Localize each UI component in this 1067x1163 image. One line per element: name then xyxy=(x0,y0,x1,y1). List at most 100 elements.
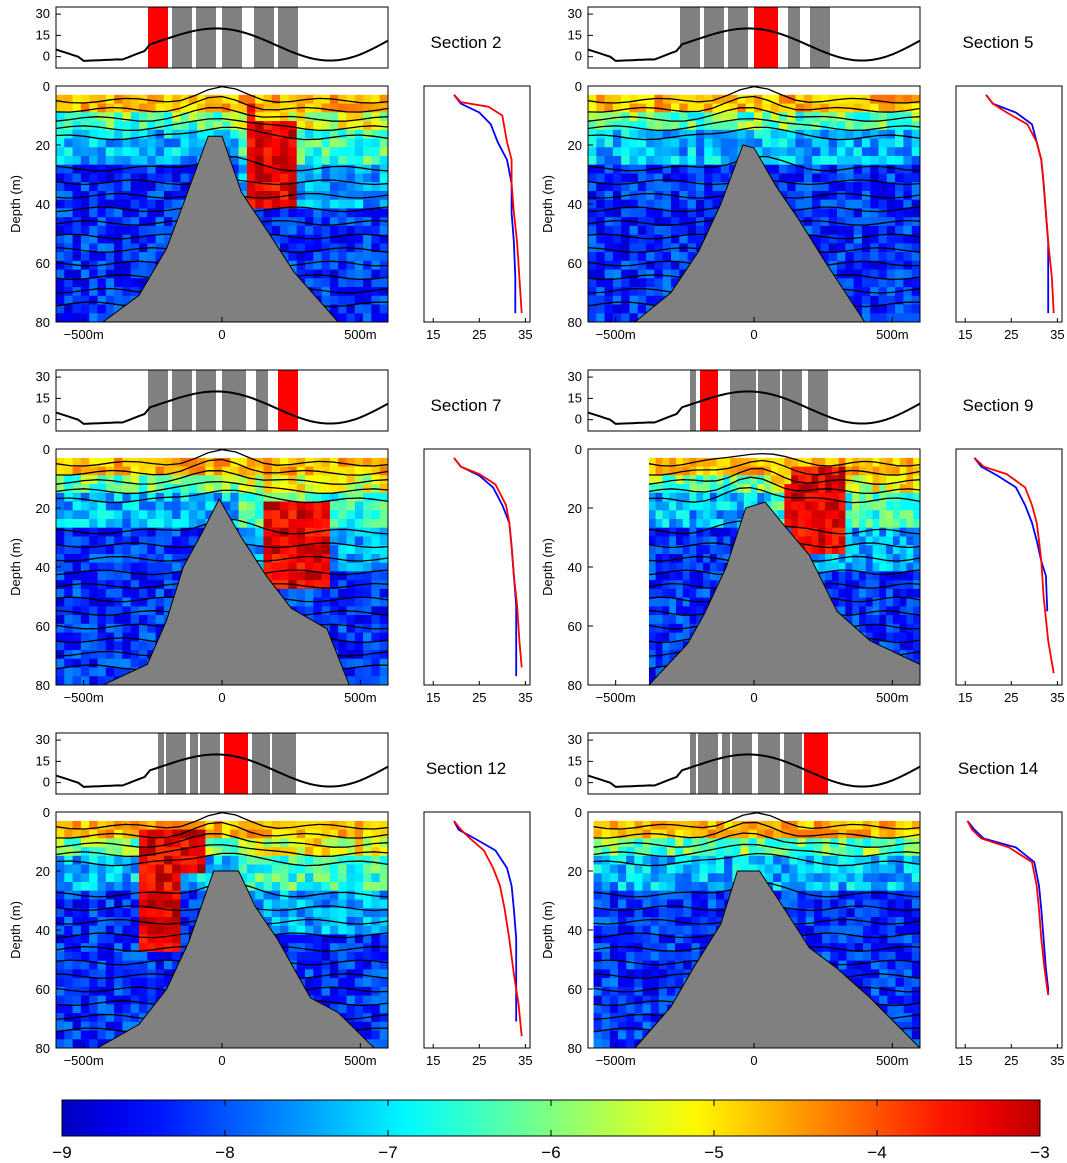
heatmap-cell xyxy=(155,199,165,210)
heatmap-cell xyxy=(147,838,157,848)
heatmap-cell xyxy=(682,510,691,520)
heatmap-cell xyxy=(757,484,765,494)
heatmap-cell xyxy=(704,173,714,183)
heatmap-cell xyxy=(687,121,697,131)
heatmap-cell xyxy=(130,882,140,892)
heatmap-cell xyxy=(288,908,298,918)
heatmap-cell xyxy=(671,217,681,227)
heatmap-cell xyxy=(379,658,388,669)
heatmap-cell xyxy=(329,234,339,245)
heatmap-cell xyxy=(130,908,140,918)
heatmap-cell xyxy=(130,164,140,175)
heatmap-cell xyxy=(648,527,657,538)
heatmap-cell xyxy=(147,864,157,874)
depth-tick-label: 0 xyxy=(43,442,50,457)
heatmap-cell xyxy=(679,94,689,105)
heatmap-cell xyxy=(621,278,631,288)
heatmap-cell xyxy=(230,855,240,866)
heatmap-cell xyxy=(89,156,99,166)
heatmap-cell xyxy=(313,243,323,253)
heatmap-cell xyxy=(56,121,66,131)
heatmap-cell xyxy=(238,527,248,538)
heatmap-cell xyxy=(837,260,847,271)
heatmap-cell xyxy=(56,554,66,564)
heatmap-cell xyxy=(878,94,888,105)
heatmap-cell xyxy=(895,225,905,236)
heatmap-cell xyxy=(879,527,887,538)
heatmap-cell xyxy=(704,112,714,122)
heatmap-cell xyxy=(80,234,90,245)
heatmap-cell xyxy=(911,313,920,322)
heatmap-cell xyxy=(853,121,863,131)
heatmap-cell xyxy=(371,501,381,511)
heatmap-cell xyxy=(288,156,298,166)
heatmap-cell xyxy=(906,597,914,608)
heatmap-cell xyxy=(354,925,364,936)
heatmap-cell xyxy=(163,554,173,564)
profile-tick-label: 25 xyxy=(472,690,486,705)
heatmap-cell xyxy=(56,571,66,581)
heatmap-cell xyxy=(80,138,90,148)
heatmap-cell xyxy=(280,182,290,192)
heatmap-cell xyxy=(130,820,140,831)
heatmap-cell xyxy=(155,147,165,157)
heatmap-cell xyxy=(588,182,598,192)
heatmap-cell xyxy=(662,519,670,529)
heatmap-cell xyxy=(859,588,867,599)
distance-tick-label: 0 xyxy=(218,327,225,342)
heatmap-cell xyxy=(346,182,356,192)
heatmap-cell xyxy=(689,580,698,590)
heatmap-cell xyxy=(313,580,323,590)
heatmap-cell xyxy=(379,208,388,218)
heatmap-cell xyxy=(687,164,697,175)
heatmap-cell xyxy=(363,138,373,148)
heatmap-cell xyxy=(831,545,840,555)
heatmap-cell xyxy=(255,890,265,901)
heatmap-cell xyxy=(338,173,348,183)
heatmap-cell xyxy=(712,173,722,183)
tide-gray-band xyxy=(158,733,164,794)
heatmap-cell xyxy=(64,658,74,669)
heatmap-cell xyxy=(130,571,140,581)
heatmap-cell xyxy=(97,243,107,253)
heatmap-cell xyxy=(288,225,298,236)
heatmap-cell xyxy=(861,156,871,166)
heatmap-cell xyxy=(89,269,99,280)
heatmap-cell xyxy=(737,129,747,140)
heatmap-cell xyxy=(845,147,855,157)
heatmap-cell xyxy=(895,129,905,140)
heatmap-cell xyxy=(354,295,364,306)
heatmap-cell xyxy=(886,510,894,520)
heatmap-cell xyxy=(280,173,290,183)
heatmap-cell xyxy=(852,597,860,608)
isopycnal-contour xyxy=(56,107,388,122)
heatmap-cell xyxy=(147,855,157,866)
heatmap-cell xyxy=(130,890,140,901)
heatmap-cell xyxy=(870,199,880,210)
heatmap-cell xyxy=(654,295,664,306)
heatmap-cell xyxy=(646,225,656,236)
heatmap-cell xyxy=(777,475,786,485)
heatmap-cell xyxy=(105,562,115,573)
heatmap-cell xyxy=(716,527,725,538)
heatmap-cell xyxy=(255,173,265,183)
heatmap-cell xyxy=(246,129,256,140)
heatmap-cell xyxy=(689,623,698,634)
heatmap-cell xyxy=(163,571,173,581)
heatmap-cell xyxy=(114,597,124,608)
heatmap-cell xyxy=(305,138,315,148)
heatmap-cell xyxy=(338,252,348,262)
heatmap-cell xyxy=(271,191,281,201)
heatmap-cell xyxy=(180,934,190,944)
heatmap-cell xyxy=(853,191,863,201)
heatmap-cell xyxy=(155,934,165,944)
heatmap-cell xyxy=(669,519,677,529)
heatmap-cell xyxy=(105,199,115,210)
heatmap-cell xyxy=(825,501,833,511)
heatmap-cell xyxy=(687,156,697,166)
heatmap-cell xyxy=(671,269,681,280)
heatmap-cell xyxy=(363,615,373,625)
heatmap-cell xyxy=(105,641,115,651)
heatmap-cell xyxy=(72,925,82,936)
